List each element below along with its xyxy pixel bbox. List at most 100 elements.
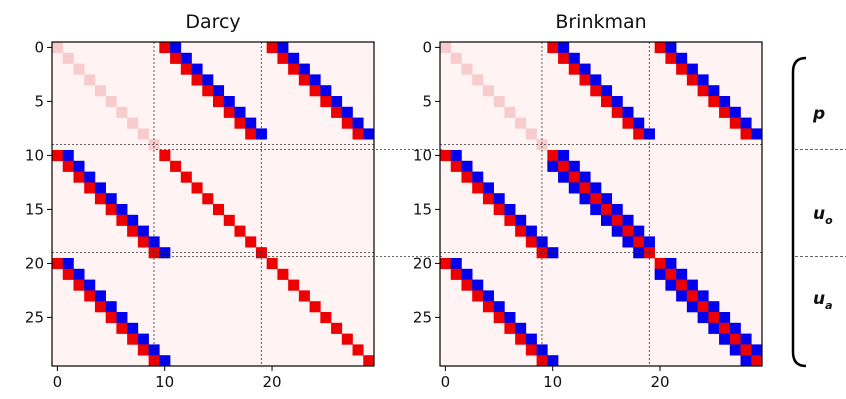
matrix-cell-faint bbox=[450, 52, 462, 64]
matrix-cell-blue bbox=[601, 193, 613, 205]
matrix-cell-red bbox=[472, 182, 484, 194]
matrix-cell-blue bbox=[94, 290, 106, 302]
block-label: uo bbox=[813, 204, 833, 227]
axes-frame bbox=[51, 41, 375, 367]
y-tick-label: 10 bbox=[25, 146, 44, 164]
matrix-cell-red bbox=[180, 63, 192, 75]
matrix-cell-blue bbox=[84, 171, 96, 183]
matrix-cell-blue bbox=[515, 322, 527, 334]
matrix-cell-red bbox=[633, 236, 645, 248]
y-tick-label: 20 bbox=[413, 254, 432, 272]
matrix-cell-blue bbox=[245, 117, 257, 129]
matrix-cell-red bbox=[245, 236, 257, 248]
matrix-cell-blue bbox=[601, 85, 613, 97]
matrix-cell-blue bbox=[202, 74, 214, 86]
darcy-panel: Darcy 0 5 10 15 20 25 0 10 20 bbox=[25, 11, 375, 391]
matrix-cell-red bbox=[266, 258, 278, 270]
matrix-cell-faint bbox=[440, 42, 452, 54]
matrix-cell-red bbox=[568, 171, 580, 183]
matrix-cell-red bbox=[450, 268, 462, 280]
matrix-cell-red bbox=[52, 258, 64, 270]
x-tick-label: 0 bbox=[441, 373, 451, 391]
matrix-cell-faint bbox=[148, 139, 160, 151]
matrix-cell-blue bbox=[191, 63, 203, 75]
matrix-cell-blue bbox=[686, 301, 698, 313]
block-labels: p uo ua bbox=[791, 56, 846, 368]
y-tick-label: 20 bbox=[25, 254, 44, 272]
matrix-cell-blue bbox=[622, 214, 634, 226]
matrix-cell-faint bbox=[137, 128, 149, 140]
matrix-cell-blue bbox=[159, 355, 171, 367]
matrix-cell-red bbox=[234, 225, 246, 237]
matrix-cell-red bbox=[202, 85, 214, 97]
matrix-cell-blue bbox=[697, 74, 709, 86]
matrix-cell-red bbox=[601, 204, 613, 216]
y-tick-label: 15 bbox=[25, 200, 44, 218]
matrix-cell-blue bbox=[665, 258, 677, 270]
y-tick-label: 0 bbox=[422, 38, 432, 56]
matrix-cell-red bbox=[320, 96, 332, 108]
matrix-cell-blue bbox=[461, 268, 473, 280]
matrix-cell-blue bbox=[643, 236, 655, 248]
matrix-cell-red bbox=[159, 42, 171, 54]
matrix-cell-red bbox=[482, 193, 494, 205]
matrix-cell-blue bbox=[137, 225, 149, 237]
matrix-cell-red bbox=[493, 312, 505, 324]
matrix-cell-red bbox=[515, 333, 527, 345]
y-tick-label: 25 bbox=[413, 308, 432, 326]
matrix-cell-red bbox=[751, 355, 763, 367]
matrix-cell-blue bbox=[590, 182, 602, 194]
matrix-cell-blue bbox=[525, 333, 537, 345]
matrix-cell-red bbox=[590, 85, 602, 97]
matrix-cell-blue bbox=[751, 128, 763, 140]
matrix-cell-blue bbox=[611, 225, 623, 237]
matrix-cell-red bbox=[504, 214, 516, 226]
matrix-cell-blue bbox=[127, 214, 139, 226]
matrix-cell-blue bbox=[105, 301, 117, 313]
matrix-cell-blue bbox=[363, 128, 375, 140]
matrix-cell-red bbox=[740, 344, 752, 356]
matrix-cell-blue bbox=[493, 301, 505, 313]
matrix-cell-faint bbox=[105, 96, 117, 108]
matrix-cell-red bbox=[686, 74, 698, 86]
matrix-cell-blue bbox=[676, 290, 688, 302]
chart-title: Brinkman bbox=[555, 11, 646, 33]
matrix-cell-red bbox=[676, 63, 688, 75]
matrix-cell-blue bbox=[180, 52, 192, 64]
matrix-cell-red bbox=[686, 290, 698, 302]
matrix-cell-red bbox=[234, 117, 246, 129]
matrix-cell-red bbox=[159, 150, 171, 162]
matrix-cell-blue bbox=[105, 193, 117, 205]
matrix-cell-red bbox=[676, 279, 688, 291]
matrix-cell-blue bbox=[729, 322, 741, 334]
matrix-cell-red bbox=[708, 96, 720, 108]
y-tick-label: 0 bbox=[34, 38, 44, 56]
matrix-cell-blue bbox=[461, 160, 473, 172]
matrix-cell-red bbox=[547, 150, 559, 162]
matrix-cell-red bbox=[665, 52, 677, 64]
matrix-cell-red bbox=[363, 355, 375, 367]
matrix-cell-blue bbox=[547, 355, 559, 367]
matrix-cell-blue bbox=[525, 225, 537, 237]
matrix-cell-red bbox=[622, 225, 634, 237]
x-tick-label: 20 bbox=[262, 373, 281, 391]
matrix-cell-faint bbox=[94, 85, 106, 97]
matrix-cell-red bbox=[611, 106, 623, 118]
matrix-cell-blue bbox=[255, 128, 267, 140]
matrix-cell-red bbox=[665, 268, 677, 280]
matrix-cell-faint bbox=[52, 42, 64, 54]
bracket-icon bbox=[791, 56, 807, 368]
matrix-cell-faint bbox=[515, 117, 527, 129]
matrix-cell-red bbox=[73, 171, 85, 183]
brinkman-panel: Brinkman 0 5 10 15 20 25 0 10 20 bbox=[413, 11, 763, 391]
matrix-cell-red bbox=[62, 268, 74, 280]
matrix-cell-blue bbox=[331, 96, 343, 108]
matrix-cell-blue bbox=[740, 117, 752, 129]
matrix-cell-red bbox=[547, 42, 559, 54]
matrix-cell-blue bbox=[73, 160, 85, 172]
matrix-cell-blue bbox=[590, 204, 602, 216]
matrix-cell-red bbox=[309, 85, 321, 97]
matrix-cell-faint bbox=[127, 117, 139, 129]
matrix-cell-red bbox=[116, 214, 128, 226]
matrix-cell-blue bbox=[127, 322, 139, 334]
